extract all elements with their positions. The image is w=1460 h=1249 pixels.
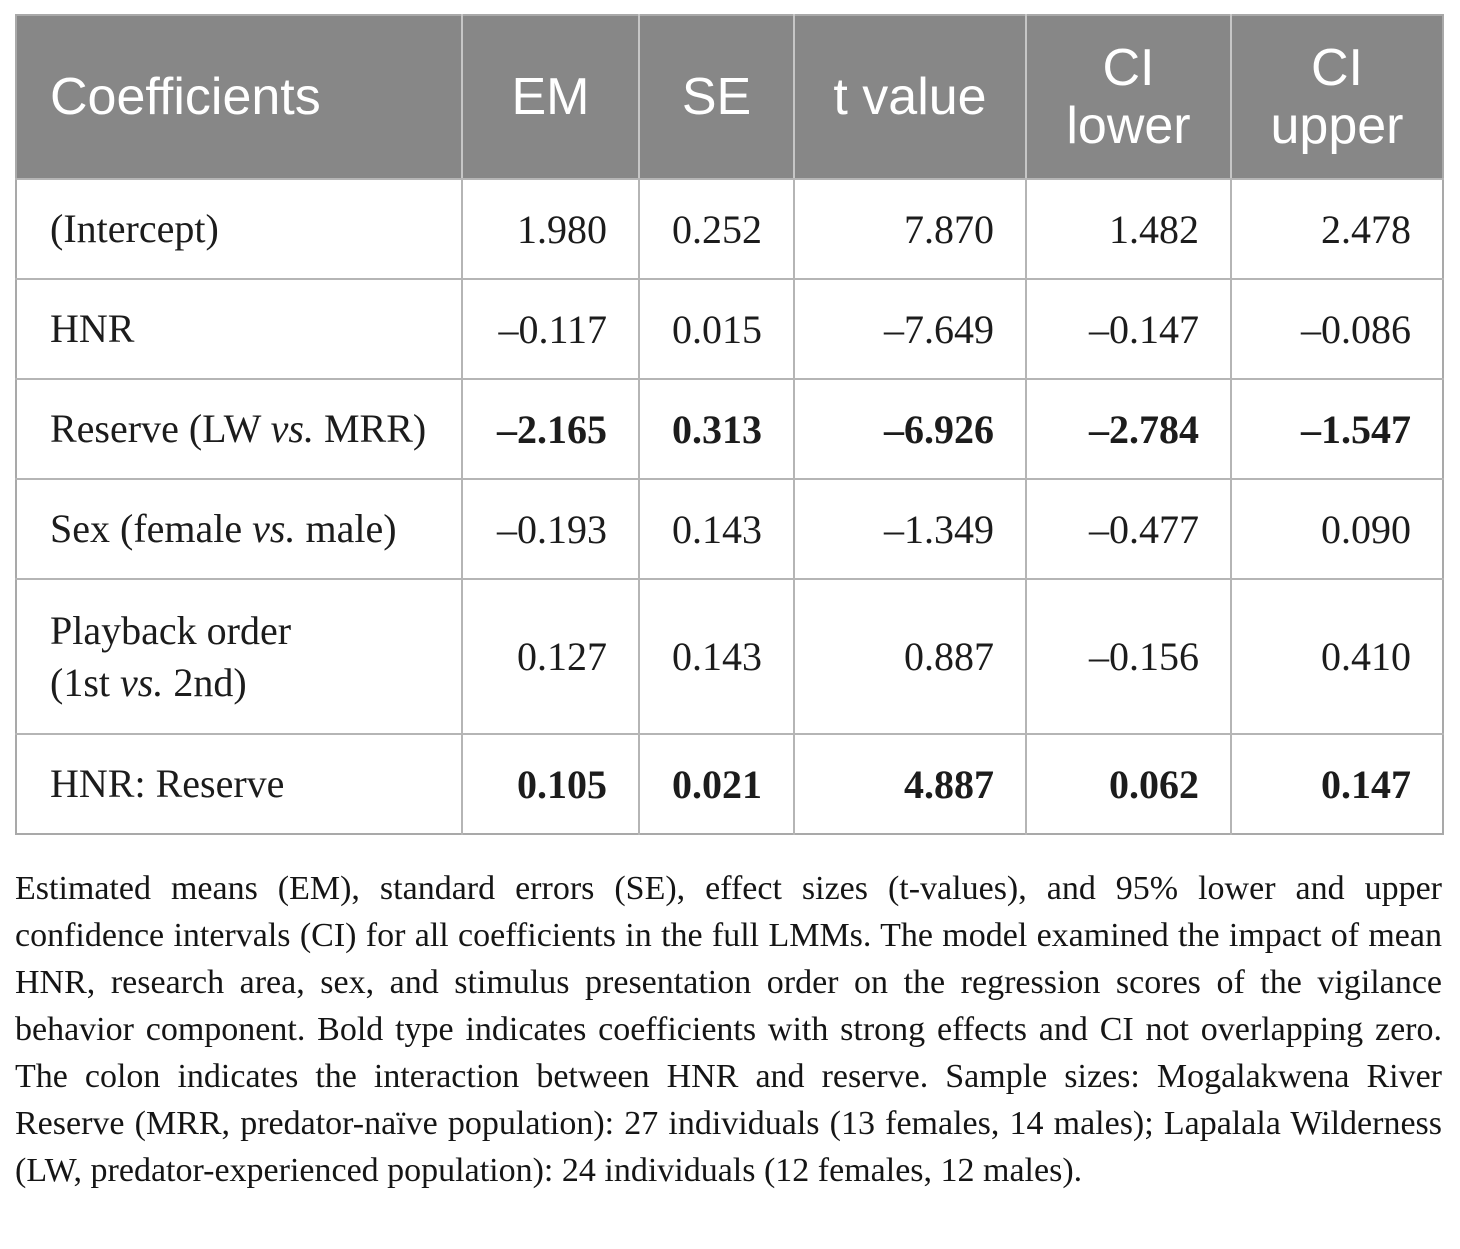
cell-em: –0.193 — [461, 478, 639, 579]
cell-em: 1.980 — [461, 179, 639, 279]
column-header-ci-upper: CI upper — [1230, 15, 1443, 180]
cell-t-value: 7.870 — [793, 179, 1026, 279]
cell-t-value: –7.649 — [793, 278, 1026, 379]
table-row-hnr: HNR –0.117 0.015 –7.649 –0.147 –0.086 — [16, 278, 1443, 379]
cell-se: 0.143 — [638, 478, 794, 579]
cell-se: 0.021 — [638, 733, 794, 834]
cell-se: 0.015 — [638, 278, 794, 379]
cell-se: 0.313 — [638, 378, 794, 479]
cell-ci-upper: –0.086 — [1230, 278, 1443, 379]
coefficient-label: Reserve (LW vs. MRR) — [16, 378, 462, 479]
label-line-1: Playback order — [50, 607, 292, 653]
cell-ci-upper: 0.147 — [1230, 733, 1443, 834]
column-header-ci-lower: CI lower — [1025, 15, 1231, 180]
cell-em: –0.117 — [461, 278, 639, 379]
label-line-2: (1st vs. 2nd) — [50, 659, 247, 705]
cell-ci-lower: –0.147 — [1025, 278, 1231, 379]
column-header-em: EM — [461, 15, 639, 180]
table-row-hnr-reserve: HNR: Reserve 0.105 0.021 4.887 0.062 0.1… — [16, 733, 1443, 834]
cell-se: 0.143 — [638, 578, 794, 734]
coefficient-label: HNR: Reserve — [16, 733, 462, 834]
coefficient-label: HNR — [16, 278, 462, 379]
cell-t-value: –1.349 — [793, 478, 1026, 579]
cell-ci-upper: 0.090 — [1230, 478, 1443, 579]
table-header: Coefficients EM SE t value CI lower CI u… — [16, 15, 1443, 180]
cell-ci-lower: –0.156 — [1025, 578, 1231, 734]
cell-t-value: –6.926 — [793, 378, 1026, 479]
coefficient-label: Playback order (1st vs. 2nd) — [16, 578, 462, 734]
cell-em: –2.165 — [461, 378, 639, 479]
coefficients-table: Coefficients EM SE t value CI lower CI u… — [15, 14, 1444, 835]
table-row-playback-order: Playback order (1st vs. 2nd) 0.127 0.143… — [16, 578, 1443, 734]
table-row-intercept: (Intercept) 1.980 0.252 7.870 1.482 2.47… — [16, 179, 1443, 279]
cell-t-value: 4.887 — [793, 733, 1026, 834]
cell-t-value: 0.887 — [793, 578, 1026, 734]
cell-ci-lower: 0.062 — [1025, 733, 1231, 834]
cell-ci-upper: 2.478 — [1230, 179, 1443, 279]
cell-em: 0.105 — [461, 733, 639, 834]
column-header-se: SE — [638, 15, 794, 180]
coefficient-label: Sex (female vs. male) — [16, 478, 462, 579]
column-header-t-value: t value — [793, 15, 1026, 180]
header-row: Coefficients EM SE t value CI lower CI u… — [16, 15, 1443, 180]
cell-ci-lower: 1.482 — [1025, 179, 1231, 279]
table-row-reserve: Reserve (LW vs. MRR) –2.165 0.313 –6.926… — [16, 378, 1443, 479]
coefficient-label: (Intercept) — [16, 179, 462, 279]
column-header-coefficients: Coefficients — [16, 15, 462, 180]
cell-em: 0.127 — [461, 578, 639, 734]
table-caption: Estimated means (EM), standard errors (S… — [15, 870, 1442, 1189]
cell-ci-upper: –1.547 — [1230, 378, 1443, 479]
cell-se: 0.252 — [638, 179, 794, 279]
cell-ci-lower: –2.784 — [1025, 378, 1231, 479]
cell-ci-lower: –0.477 — [1025, 478, 1231, 579]
table-row-sex: Sex (female vs. male) –0.193 0.143 –1.34… — [16, 478, 1443, 579]
cell-ci-upper: 0.410 — [1230, 578, 1443, 734]
